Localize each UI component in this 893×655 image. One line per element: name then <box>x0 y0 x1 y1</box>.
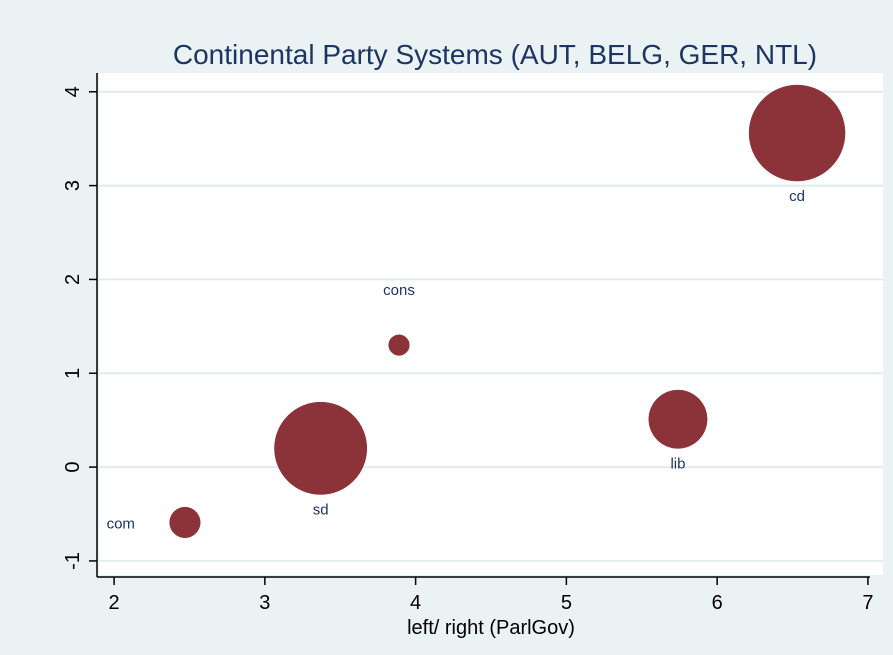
point-label-com: com <box>107 515 135 532</box>
x-tick-label-5: 7 <box>862 592 873 614</box>
y-tick-label-4: 3 <box>62 180 84 191</box>
plot-background <box>99 73 883 575</box>
chart-title: Continental Party Systems (AUT, BELG, GE… <box>173 39 817 70</box>
y-tick-label-5: 4 <box>62 86 84 97</box>
y-tick-label-2: 1 <box>62 368 84 379</box>
point-label-lib: lib <box>670 455 685 472</box>
bubble-cd <box>748 84 846 182</box>
bubble-com <box>169 506 201 539</box>
y-axis-ticks: -1 0 1 2 3 4 <box>62 86 97 570</box>
x-axis-ticks: 2 3 4 5 6 7 <box>109 577 873 614</box>
bubble-lib <box>648 389 708 449</box>
point-label-cd: cd <box>789 188 805 205</box>
bubble-cons <box>388 334 410 356</box>
x-tick-label-0: 2 <box>109 592 120 614</box>
point-label-sd: sd <box>313 502 329 519</box>
data-points <box>169 84 846 539</box>
x-tick-label-3: 5 <box>561 592 572 614</box>
y-tick-label-3: 2 <box>62 274 84 285</box>
data-labels: com sd cons lib cd <box>107 188 805 532</box>
x-tick-label-1: 3 <box>259 592 270 614</box>
x-tick-label-2: 4 <box>410 592 421 614</box>
x-axis-title: left/ right (ParlGov) <box>407 617 575 639</box>
bubble-sd <box>274 401 368 495</box>
grid-lines <box>99 90 883 562</box>
y-tick-label-1: 0 <box>62 462 84 473</box>
x-tick-label-4: 6 <box>712 592 723 614</box>
point-label-cons: cons <box>383 282 415 299</box>
y-tick-label-0: -1 <box>62 552 84 570</box>
